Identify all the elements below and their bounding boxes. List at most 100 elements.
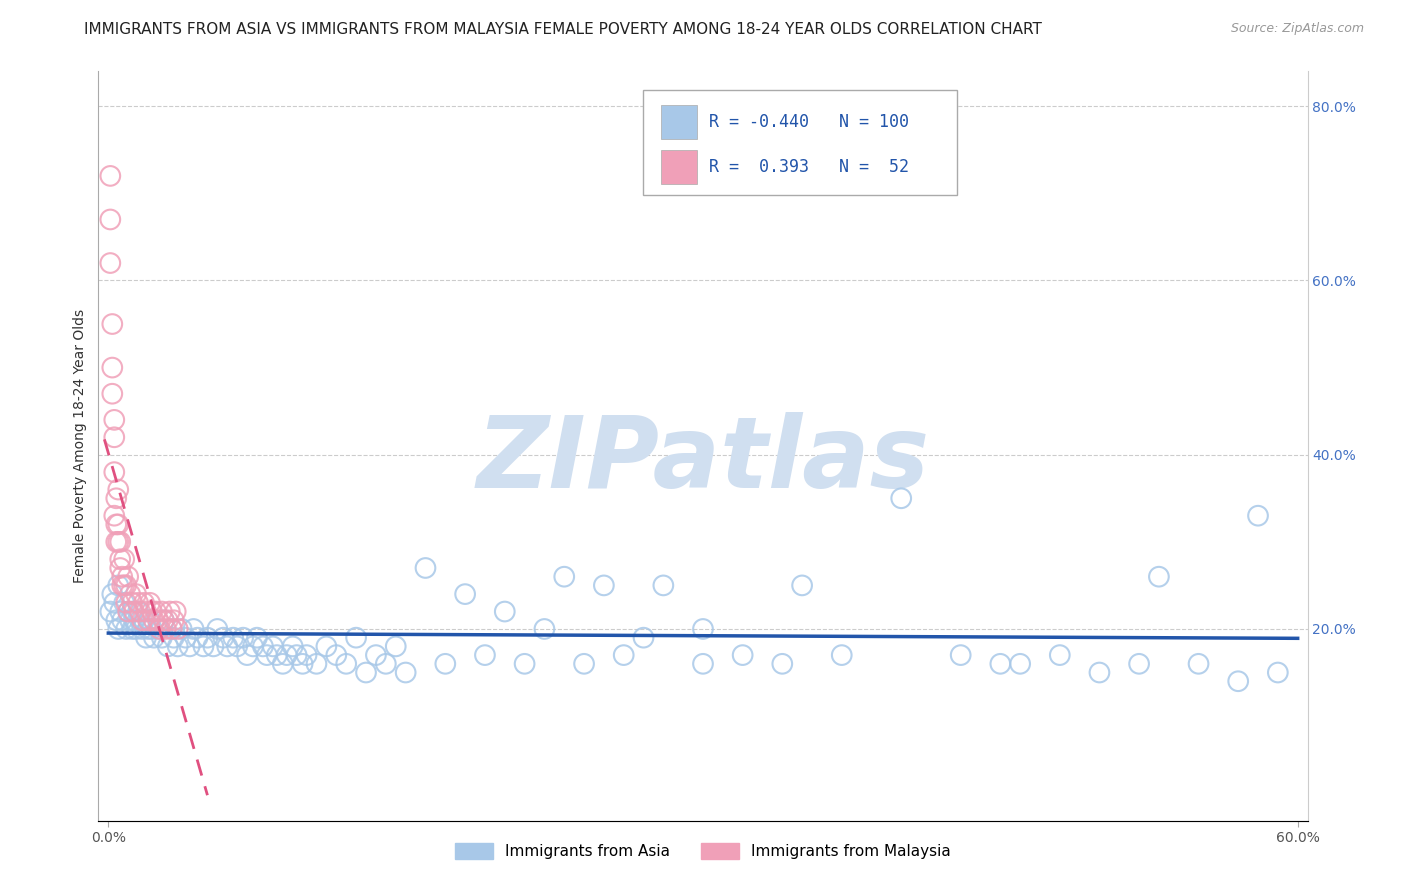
- Point: [335, 657, 357, 671]
- Point: [652, 578, 675, 592]
- Point: [262, 640, 284, 654]
- Point: [122, 605, 145, 619]
- Point: [193, 640, 215, 654]
- Point: [155, 622, 177, 636]
- Point: [160, 622, 183, 636]
- Point: [236, 648, 259, 662]
- Point: [1187, 657, 1209, 671]
- Point: [103, 508, 125, 523]
- Point: [135, 631, 157, 645]
- Text: ZIPatlas: ZIPatlas: [477, 412, 929, 509]
- Point: [150, 605, 173, 619]
- Point: [434, 657, 457, 671]
- Point: [103, 465, 125, 479]
- Y-axis label: Female Poverty Among 18-24 Year Olds: Female Poverty Among 18-24 Year Olds: [73, 309, 87, 583]
- Point: [107, 483, 129, 497]
- Point: [163, 631, 186, 645]
- Text: Source: ZipAtlas.com: Source: ZipAtlas.com: [1230, 22, 1364, 36]
- Point: [252, 640, 274, 654]
- Point: [125, 587, 148, 601]
- Point: [111, 578, 134, 592]
- Point: [949, 648, 972, 662]
- Point: [197, 631, 219, 645]
- Point: [692, 657, 714, 671]
- Point: [101, 386, 124, 401]
- Point: [110, 561, 132, 575]
- Point: [141, 622, 163, 636]
- FancyBboxPatch shape: [643, 90, 957, 195]
- Point: [325, 648, 347, 662]
- Point: [127, 596, 149, 610]
- Point: [111, 613, 134, 627]
- Point: [166, 622, 188, 636]
- Point: [1088, 665, 1111, 680]
- Point: [146, 613, 169, 627]
- Point: [553, 570, 575, 584]
- Point: [174, 631, 197, 645]
- Point: [107, 622, 129, 636]
- Point: [831, 648, 853, 662]
- Point: [1010, 657, 1032, 671]
- Bar: [661, 105, 697, 139]
- Point: [141, 605, 163, 619]
- Point: [415, 561, 437, 575]
- Point: [136, 613, 159, 627]
- Point: [127, 605, 149, 619]
- Point: [533, 622, 555, 636]
- Point: [1049, 648, 1071, 662]
- Point: [101, 360, 124, 375]
- Point: [111, 570, 134, 584]
- Point: [364, 648, 387, 662]
- Point: [117, 570, 139, 584]
- Point: [246, 631, 269, 645]
- Point: [115, 622, 138, 636]
- Point: [593, 578, 616, 592]
- Point: [121, 622, 143, 636]
- Text: R = -0.440   N = 100: R = -0.440 N = 100: [709, 113, 910, 131]
- Point: [131, 622, 153, 636]
- Point: [122, 613, 145, 627]
- Point: [103, 413, 125, 427]
- Point: [105, 491, 128, 506]
- Point: [121, 605, 143, 619]
- Point: [142, 613, 165, 627]
- Point: [98, 605, 121, 619]
- Point: [374, 657, 396, 671]
- Point: [98, 169, 121, 183]
- Point: [125, 622, 148, 636]
- Point: [633, 631, 655, 645]
- Point: [1128, 657, 1150, 671]
- Point: [132, 613, 155, 627]
- Point: [117, 605, 139, 619]
- Point: [344, 631, 367, 645]
- Point: [115, 578, 138, 592]
- Point: [139, 596, 162, 610]
- Point: [129, 613, 152, 627]
- Point: [112, 578, 135, 592]
- Point: [242, 640, 264, 654]
- Point: [150, 631, 173, 645]
- Point: [105, 534, 128, 549]
- Point: [183, 622, 205, 636]
- Point: [1147, 570, 1170, 584]
- Point: [149, 622, 172, 636]
- Point: [103, 430, 125, 444]
- Point: [101, 317, 124, 331]
- Point: [291, 657, 314, 671]
- Point: [266, 648, 288, 662]
- Legend: Immigrants from Asia, Immigrants from Malaysia: Immigrants from Asia, Immigrants from Ma…: [449, 838, 957, 865]
- Point: [692, 622, 714, 636]
- Point: [136, 622, 159, 636]
- Point: [988, 657, 1011, 671]
- Point: [110, 605, 132, 619]
- Point: [305, 657, 328, 671]
- Point: [139, 613, 162, 627]
- Point: [160, 622, 183, 636]
- Point: [98, 212, 121, 227]
- Point: [285, 648, 308, 662]
- Point: [1247, 508, 1270, 523]
- Point: [315, 640, 337, 654]
- Point: [142, 631, 165, 645]
- Point: [131, 613, 153, 627]
- Point: [572, 657, 595, 671]
